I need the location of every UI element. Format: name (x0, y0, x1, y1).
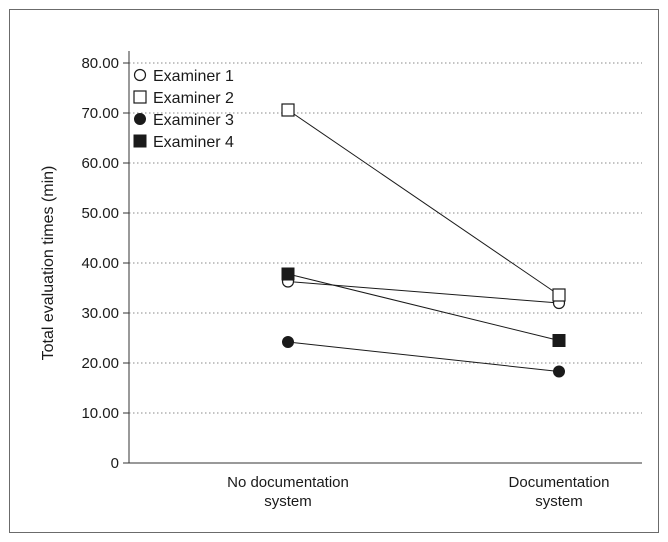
series-line-2 (287, 109, 560, 296)
x-tick-label-line: Documentation (509, 474, 610, 491)
y-tick-label: 60.00 (81, 155, 119, 172)
data-point-examiner-3 (553, 365, 565, 378)
legend-label-1: Examiner 1 (153, 68, 234, 85)
legend-label-3: Examiner 3 (153, 112, 234, 129)
series-line-1 (287, 281, 560, 304)
series-line-3 (287, 341, 560, 372)
chart-frame: 0 10.00 20.00 30.00 40.00 50.00 60.00 70.00 80.0… (9, 9, 659, 533)
y-tick-label: 70.00 (81, 105, 119, 122)
y-tick-label: 80.00 (81, 55, 119, 72)
x-tick-label-line: system (264, 493, 312, 510)
data-point-examiner-3 (282, 336, 294, 348)
legend-marker-2 (133, 90, 147, 104)
series-markers (281, 103, 566, 378)
legend-label-4: Examiner 4 (153, 134, 234, 151)
series-line-4 (287, 273, 560, 341)
data-point-examiner-2 (552, 288, 566, 302)
y-tick-label: 40.00 (81, 255, 119, 272)
y-tick-labels: 0 10.00 20.00 30.00 40.00 50.00 60.00 70.00 80.0… (81, 55, 119, 472)
y-tick-label: 20.00 (81, 355, 119, 372)
legend-marker-4 (133, 134, 147, 148)
x-tick-label: Documentation system (509, 474, 610, 510)
data-point-examiner-2 (281, 103, 295, 117)
gridlines (129, 62, 642, 414)
y-tick-label: 0 (111, 455, 119, 472)
y-tick-label: 10.00 (81, 405, 119, 422)
x-tick-label: No documentation system (227, 474, 349, 510)
axes (123, 51, 642, 464)
legend-marker-3 (134, 113, 146, 125)
legend: Examiner 1 Examiner 2 Examiner 3 Examiner 4 (133, 68, 234, 151)
y-tick-label: 30.00 (81, 305, 119, 322)
x-tick-label-line: system (535, 493, 583, 510)
x-tick-labels: No documentation system Documentation syste… (227, 474, 609, 510)
line-chart: 0 10.00 20.00 30.00 40.00 50.00 60.00 70.00 80.0… (40, 51, 642, 510)
x-tick-label-line: No documentation (227, 474, 349, 491)
y-tick-label: 50.00 (81, 205, 119, 222)
data-point-examiner-4 (281, 267, 295, 281)
legend-label-2: Examiner 2 (153, 90, 234, 107)
y-axis-title: Total evaluation times (min) (40, 166, 57, 361)
data-point-examiner-4 (552, 334, 566, 347)
series-lines (287, 109, 560, 372)
legend-marker-1 (133, 68, 147, 82)
